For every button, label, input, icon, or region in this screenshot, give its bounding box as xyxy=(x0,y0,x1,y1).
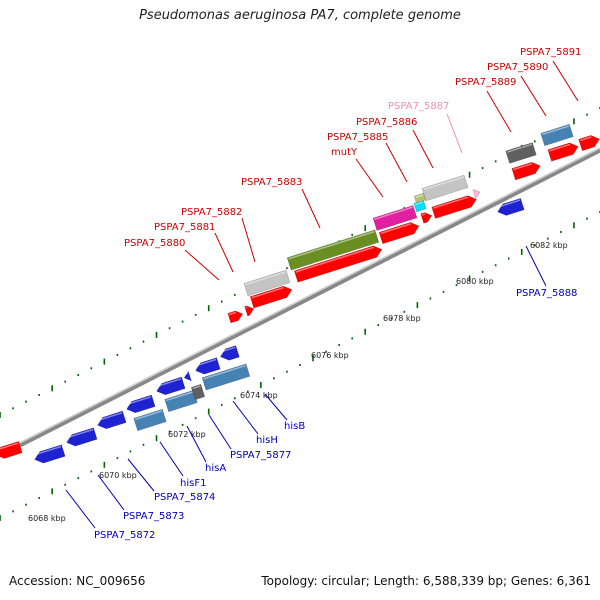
tick-label-t6072: 6072 kbp xyxy=(168,430,206,439)
leader-line-5874 xyxy=(127,458,155,492)
gene-5882 xyxy=(243,269,291,297)
cds-5885 xyxy=(420,212,433,224)
cds-5873 xyxy=(66,427,98,447)
topology-text: Topology: circular; Length: 6,588,339 bp… xyxy=(261,574,591,588)
leader-line-5883 xyxy=(301,188,321,229)
gene-label-5874[interactable]: PSPA7_5874 xyxy=(154,492,215,503)
gene-label-hisH[interactable]: hisH xyxy=(256,435,278,446)
gene-label-5880[interactable]: PSPA7_5880 xyxy=(124,238,185,249)
gene-label-5885[interactable]: PSPA7_5885 xyxy=(327,132,388,143)
cds-5880 xyxy=(227,310,244,324)
gene-5883 xyxy=(286,229,380,271)
leader-line-5889 xyxy=(486,90,512,133)
gene-label-5887[interactable]: PSPA7_5887 xyxy=(388,101,449,112)
tick-label-t6070: 6070 kbp xyxy=(99,471,137,480)
gene-label-5883[interactable]: PSPA7_5883 xyxy=(241,177,302,188)
cds-5874 xyxy=(97,410,127,430)
accession-text: Accession: NC_009656 xyxy=(9,574,146,588)
cds-5889 xyxy=(511,161,541,181)
leader-line-5881 xyxy=(214,232,234,273)
cds-hisH xyxy=(194,357,221,375)
gene-label-5886[interactable]: PSPA7_5886 xyxy=(356,117,417,128)
cds-5887 xyxy=(472,189,481,199)
cds-hisF1 xyxy=(126,394,156,414)
leader-line-5885 xyxy=(385,142,408,183)
gene-label-5881[interactable]: PSPA7_5881 xyxy=(154,222,215,233)
gene-5886 xyxy=(421,174,469,202)
gene-5889 xyxy=(505,142,537,164)
gene-mutY xyxy=(372,205,418,231)
gene-hisA xyxy=(164,389,198,413)
cds-5886 xyxy=(431,195,477,219)
cds-5872 xyxy=(34,444,66,464)
gene-5885 xyxy=(413,199,427,213)
cds-5882 xyxy=(249,285,293,309)
leader-line-5887 xyxy=(446,113,463,154)
leader-line-5873 xyxy=(97,474,125,511)
cds-5877 xyxy=(183,370,192,382)
gene-label-5877[interactable]: PSPA7_5877 xyxy=(230,450,291,461)
cds-left-edge xyxy=(0,440,23,459)
leader-line-mutY xyxy=(355,158,384,198)
gene-label-hisB[interactable]: hisB xyxy=(284,421,305,432)
gene-label-5888[interactable]: PSPA7_5888 xyxy=(516,288,577,299)
leader-line-5891 xyxy=(552,60,579,102)
tick-label-t6080: 6080 kbp xyxy=(456,277,494,286)
gene-label-5890[interactable]: PSPA7_5890 xyxy=(487,62,548,73)
leader-line-hisF1 xyxy=(159,441,184,477)
leader-line-5877 xyxy=(208,414,232,450)
map-title: Pseudomonas aeruginosa PA7, complete gen… xyxy=(139,8,461,23)
cds-hisB xyxy=(219,345,240,361)
tick-label-t6082: 6082 kbp xyxy=(530,241,568,250)
leader-line-5886 xyxy=(412,129,434,169)
cds-hisA xyxy=(156,376,186,396)
gene-label-5882[interactable]: PSPA7_5882 xyxy=(181,207,242,218)
leader-line-5888 xyxy=(525,245,547,287)
gene-hisF1 xyxy=(133,408,167,432)
gene-label-hisA[interactable]: hisA xyxy=(205,463,226,474)
gene-label-5873[interactable]: PSPA7_5873 xyxy=(123,511,184,522)
cds-5890 xyxy=(547,142,579,162)
tick-label-t6068: 6068 kbp xyxy=(28,514,66,523)
leader-line-5882 xyxy=(241,217,256,263)
gene-hisB xyxy=(201,363,251,391)
gene-label-5872[interactable]: PSPA7_5872 xyxy=(94,530,155,541)
cds-5883 xyxy=(293,245,383,283)
cds-5888 xyxy=(496,197,525,216)
leader-line-hisB xyxy=(264,393,288,421)
cds-5891 xyxy=(578,135,600,152)
tick-row-outer xyxy=(0,107,600,418)
gene-5890 xyxy=(540,123,574,147)
gene-label-hisF1[interactable]: hisF1 xyxy=(180,478,206,489)
tick-label-t6076: 6076 kbp xyxy=(311,351,349,360)
tick-row-inner xyxy=(0,211,600,521)
leader-line-hisH xyxy=(232,400,259,435)
leader-line-5872 xyxy=(65,489,96,529)
leader-line-hisA xyxy=(186,425,207,463)
tick-label-t6078: 6078 kbp xyxy=(383,314,421,323)
leader-line-5890 xyxy=(520,75,547,117)
leader-line-5880 xyxy=(184,249,220,281)
gene-label-5889[interactable]: PSPA7_5889 xyxy=(455,77,516,88)
gene-label-5891[interactable]: PSPA7_5891 xyxy=(520,47,581,58)
gene-5885b xyxy=(413,192,427,204)
gene-label-mutY[interactable]: mutY xyxy=(331,147,358,158)
genome-backbone xyxy=(0,147,600,458)
tick-label-t6074: 6074 kbp xyxy=(240,391,278,400)
gene-5877 xyxy=(190,383,206,401)
cds-5881 xyxy=(244,305,255,317)
cds-mutY xyxy=(378,222,420,245)
